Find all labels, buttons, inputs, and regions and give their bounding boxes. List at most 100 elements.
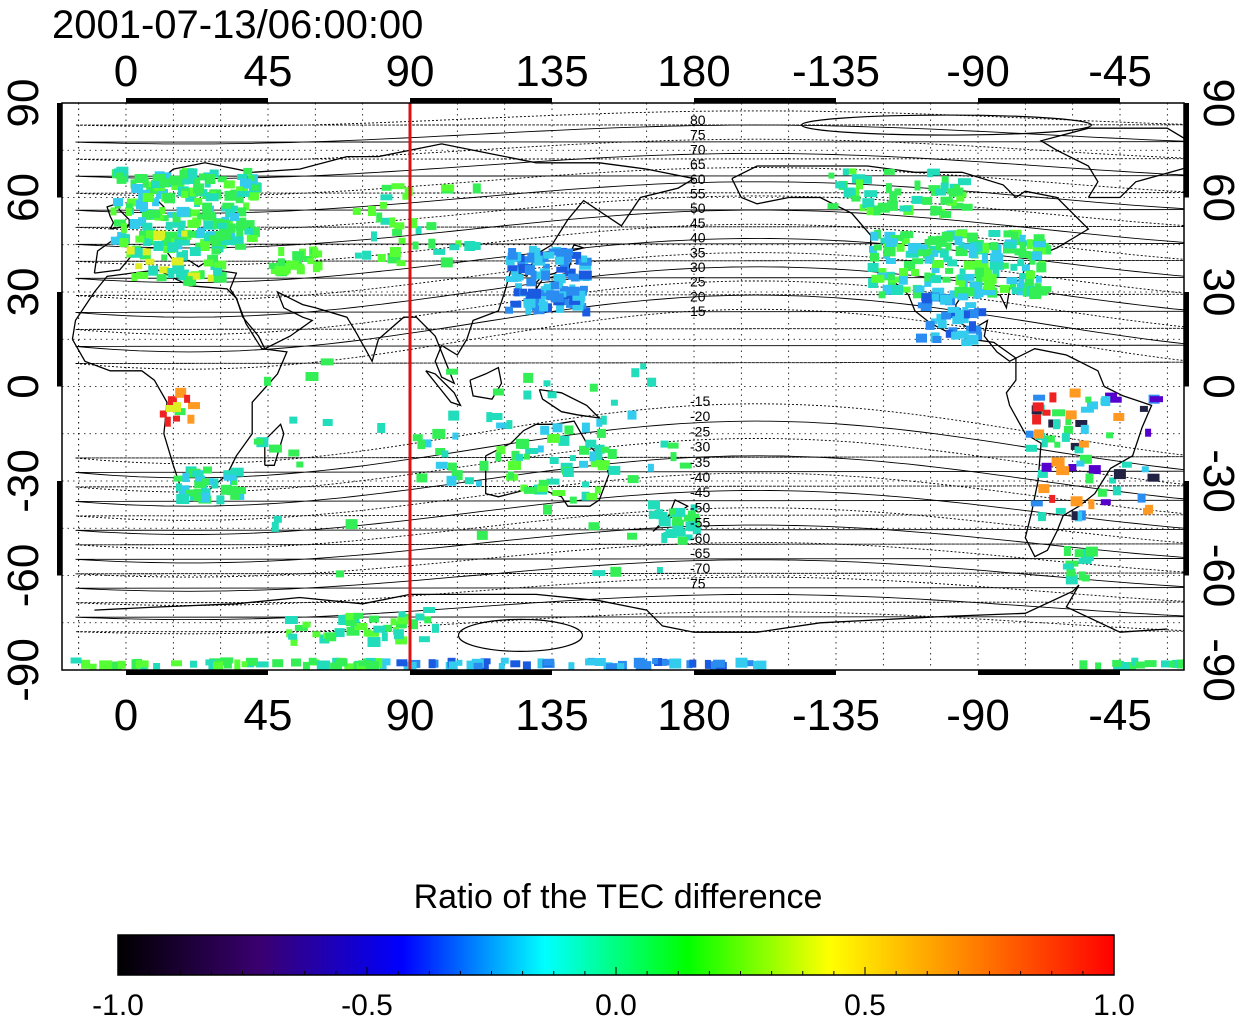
tec-cell: [1011, 231, 1019, 240]
coastline-path: [425, 370, 462, 407]
tec-cell: [202, 202, 213, 213]
tec-cell: [165, 405, 177, 412]
tec-cell: [920, 304, 932, 311]
tec-cell: [396, 659, 408, 667]
tec-cell: [362, 250, 372, 260]
contour-line: [75, 181, 1184, 214]
tec-cell: [346, 626, 360, 636]
tec-cell: [846, 168, 857, 175]
tec-cell: [1139, 405, 1148, 412]
contour-line: [75, 110, 1184, 128]
tec-cell: [167, 396, 177, 406]
tec-cell: [290, 637, 298, 646]
tec-cell: [182, 178, 190, 185]
tec-cell: [523, 486, 537, 494]
colorbar-tick-label: -1.0: [92, 989, 144, 1022]
tec-cell: [882, 274, 895, 281]
tec-cell: [932, 249, 939, 257]
tec-cell: [1065, 417, 1072, 426]
tec-cell: [966, 232, 978, 243]
tec-cell: [479, 460, 489, 471]
tec-cell: [550, 293, 564, 303]
tec-cell: [391, 183, 405, 190]
tec-cell: [541, 270, 551, 281]
tec-cell: [216, 231, 227, 238]
tec-cell: [390, 618, 397, 626]
coastline-path: [1039, 127, 1184, 199]
north-oval-contour: [800, 114, 1093, 136]
tec-cell: [142, 235, 151, 246]
tec-cell: [520, 288, 528, 296]
tec-cell: [981, 254, 988, 264]
tec-cell: [448, 661, 458, 670]
tec-cell: [931, 275, 942, 284]
x-tick-label-bottom: -90: [946, 691, 1010, 740]
tec-cell: [600, 415, 607, 425]
tec-cell: [194, 480, 207, 489]
tec-cell: [828, 172, 835, 179]
tec-cell: [542, 263, 550, 273]
tec-cell: [908, 243, 922, 254]
tec-cell: [335, 570, 344, 578]
tec-cell: [597, 460, 610, 471]
tec-cell: [886, 258, 896, 264]
contour-line: [75, 524, 1184, 564]
timestamp-title: 2001-07-13/06:00:00: [52, 3, 423, 47]
tec-cell: [505, 306, 513, 314]
tec-cell: [672, 507, 686, 517]
tec-cell: [1085, 473, 1094, 484]
tec-cell: [159, 178, 169, 188]
tec-cell: [120, 223, 127, 234]
tec-cell: [398, 611, 406, 618]
tec-cell: [165, 221, 173, 230]
tec-cell: [131, 273, 138, 282]
tec-cell: [1006, 277, 1018, 285]
tec-cell: [899, 268, 908, 276]
tec-cell: [416, 473, 428, 483]
tec-cell: [393, 629, 404, 640]
tec-cell: [513, 288, 520, 297]
tec-cell: [988, 230, 1001, 237]
tec-cell: [941, 211, 952, 218]
tec-cell: [172, 212, 181, 223]
tec-cell: [543, 251, 555, 259]
tec-cell: [173, 402, 181, 413]
contour-line: [75, 559, 1184, 592]
tec-cell: [366, 661, 380, 670]
tec-cell: [1178, 659, 1184, 667]
tec-cell: [81, 659, 91, 669]
tec-cell: [151, 180, 165, 188]
tec-cell: [380, 658, 391, 666]
tec-cell: [1026, 239, 1033, 250]
tec-cell: [415, 613, 425, 621]
tec-cell: [394, 222, 405, 230]
coastline-path: [538, 388, 602, 419]
tec-cell: [537, 658, 544, 669]
tec-cell: [999, 284, 1010, 293]
tec-cell: [116, 173, 127, 184]
tec-cell: [627, 475, 639, 484]
tec-cell: [627, 410, 637, 420]
x-tick-label-top: -45: [1088, 47, 1152, 96]
tec-cell: [176, 251, 188, 261]
tec-cell: [236, 190, 250, 197]
right-tick-bar: [1184, 103, 1189, 198]
tec-cell: [145, 230, 157, 239]
tec-cell: [945, 267, 954, 274]
x-tick-label-bottom: -135: [792, 691, 880, 740]
tec-cell: [1025, 430, 1034, 438]
tec-cell: [1041, 438, 1048, 448]
tec-cell: [159, 207, 166, 215]
tec-cell: [538, 479, 549, 486]
tec-cell: [1062, 563, 1074, 570]
x-axis-top: 0 45 90 135 180 -135 -90 -45: [114, 47, 1152, 96]
tec-cell: [296, 461, 304, 468]
tec-cell: [522, 661, 531, 670]
tec-cell: [205, 193, 219, 202]
tec-cell: [379, 201, 387, 209]
tec-cell: [648, 510, 659, 519]
tec-cell: [367, 637, 381, 647]
tec-cell: [957, 330, 969, 339]
tec-cell: [1038, 512, 1046, 522]
tec-cell: [883, 246, 896, 257]
